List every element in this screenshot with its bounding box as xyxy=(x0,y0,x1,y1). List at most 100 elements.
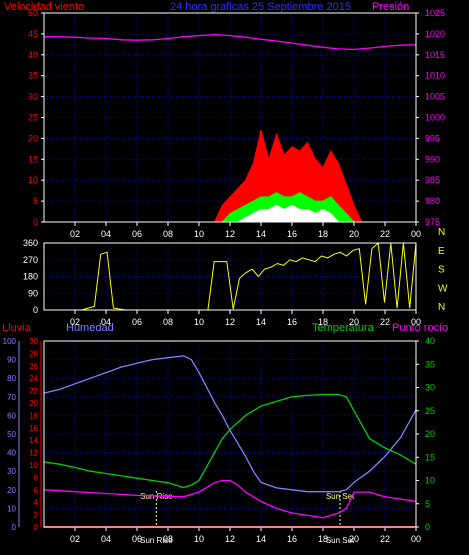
x-tick-label: 18 xyxy=(318,317,328,327)
rain-tick-label: 16 xyxy=(29,424,38,433)
x-tick-label: 00 xyxy=(411,317,421,327)
wind-speed-title: Velocidad viento xyxy=(4,1,84,13)
pressure-title: Presión xyxy=(372,1,409,13)
humidity-tick-label: 50 xyxy=(7,430,16,439)
wind-gust-area xyxy=(213,129,363,223)
x-tick-label: 10 xyxy=(194,317,204,327)
compass-label: E xyxy=(438,246,445,257)
x-tick-label: 00 xyxy=(411,534,421,544)
x-tick-label: 14 xyxy=(256,534,266,544)
rain-tick-label: 14 xyxy=(29,436,38,445)
direction-tick-label: 360 xyxy=(23,238,38,248)
rain-tick-label: 8 xyxy=(34,473,39,482)
temperature-tick-label: 15 xyxy=(425,452,435,462)
pressure-tick-label: 1020 xyxy=(425,29,445,39)
humidity-tick-label: 40 xyxy=(7,449,16,458)
x-tick-label: 06 xyxy=(132,534,142,544)
x-tick-label: 04 xyxy=(101,534,111,544)
rain-label: Lluvia xyxy=(2,322,32,334)
x-tick-label: 02 xyxy=(70,317,80,327)
wind-speed-tick-label: 10 xyxy=(28,175,38,185)
temperature-tick-label: 35 xyxy=(425,359,435,369)
temperature-tick-label: 0 xyxy=(425,522,430,532)
rain-tick-label: 12 xyxy=(29,449,38,458)
rain-tick-label: 28 xyxy=(29,349,38,358)
x-tick-label: 14 xyxy=(256,317,266,327)
x-tick-label: 14 xyxy=(256,229,266,239)
x-tick-label: 18 xyxy=(318,534,328,544)
x-tick-label: 00 xyxy=(411,229,421,239)
wind-speed-tick-label: 25 xyxy=(28,113,38,123)
rain-tick-label: 22 xyxy=(29,387,38,396)
x-tick-label: 22 xyxy=(380,317,390,327)
plot-frame xyxy=(43,242,417,311)
humidity-tick-label: 100 xyxy=(3,337,17,346)
wind-speed-tick-label: 5 xyxy=(33,196,38,206)
direction-tick-label: 270 xyxy=(23,255,38,265)
sunset-label: Sun Set xyxy=(326,492,355,501)
rain-tick-label: 10 xyxy=(29,461,38,470)
x-tick-label: 04 xyxy=(101,317,111,327)
rain-tick-label: 24 xyxy=(29,374,38,383)
wind-speed-tick-label: 20 xyxy=(28,133,38,143)
humidity-tick-label: 60 xyxy=(7,411,16,420)
chart-date-title: 24 hora graficas 25 Septiembre 2015 xyxy=(170,1,351,13)
x-tick-label: 22 xyxy=(380,534,390,544)
rain-tick-label: 6 xyxy=(34,486,39,495)
temperature-tick-label: 40 xyxy=(425,336,435,346)
wind-speed-tick-label: 40 xyxy=(28,50,38,60)
humidity-tick-label: 0 xyxy=(12,523,17,532)
pressure-tick-label: 1010 xyxy=(425,71,445,81)
humidity-tick-label: 30 xyxy=(7,467,16,476)
x-tick-label: 16 xyxy=(287,229,297,239)
plot-frame xyxy=(43,340,417,528)
wind-speed-tick-label: 15 xyxy=(28,154,38,164)
wind-speed-tick-label: 0 xyxy=(33,217,38,227)
x-tick-label: 12 xyxy=(225,534,235,544)
x-tick-label: 12 xyxy=(225,317,235,327)
humidity-tick-label: 70 xyxy=(7,393,16,402)
temperature-tick-label: 25 xyxy=(425,406,435,416)
compass-label: N xyxy=(438,302,445,313)
temperature-tick-label: 10 xyxy=(425,476,435,486)
x-tick-label: 16 xyxy=(287,317,297,327)
temperature-tick-label: 20 xyxy=(425,429,435,439)
plot-frame xyxy=(43,12,417,223)
temperature-line xyxy=(43,393,417,489)
pressure-tick-label: 995 xyxy=(425,133,440,143)
direction-tick-label: 180 xyxy=(23,272,38,282)
x-tick-label: 08 xyxy=(163,317,173,327)
x-tick-label: 08 xyxy=(163,534,173,544)
humidity-tick-label: 80 xyxy=(7,374,16,383)
x-tick-label: 22 xyxy=(380,229,390,239)
x-tick-label: 06 xyxy=(132,317,142,327)
x-tick-label: 02 xyxy=(70,534,80,544)
compass-label: N xyxy=(438,227,445,238)
x-tick-label: 18 xyxy=(318,229,328,239)
wind-pressure-panel: 02 04 06 08 10 12 14 16 18 20 22 000510152025303540… xyxy=(28,8,445,239)
x-tick-label: 02 xyxy=(70,229,80,239)
rain-tick-label: 26 xyxy=(29,362,38,371)
temperature-tick-label: 30 xyxy=(425,383,435,393)
x-tick-label: 04 xyxy=(101,229,111,239)
sunset-axis-label: Sun Set xyxy=(326,536,355,545)
rain-tick-label: 2 xyxy=(34,511,39,520)
rain-tick-label: 18 xyxy=(29,411,38,420)
humidity-label: Humedad xyxy=(66,322,114,334)
direction-tick-label: 90 xyxy=(28,288,38,298)
pressure-tick-label: 1000 xyxy=(425,113,445,123)
sunrise-axis-label: Sun Rise xyxy=(140,536,173,545)
x-tick-label: 20 xyxy=(349,534,359,544)
wind-minimum-area xyxy=(237,204,340,223)
pressure-tick-label: 990 xyxy=(425,154,440,164)
wind-speed-tick-label: 50 xyxy=(28,8,38,18)
x-tick-label: 16 xyxy=(287,534,297,544)
humidity-tick-label: 90 xyxy=(7,356,16,365)
x-tick-label: 20 xyxy=(349,317,359,327)
wind-speed-tick-label: 35 xyxy=(28,71,38,81)
dewpoint-label: Punto rocío xyxy=(392,322,448,334)
humidity-tick-label: 20 xyxy=(7,486,16,495)
x-tick-label: 12 xyxy=(225,229,235,239)
